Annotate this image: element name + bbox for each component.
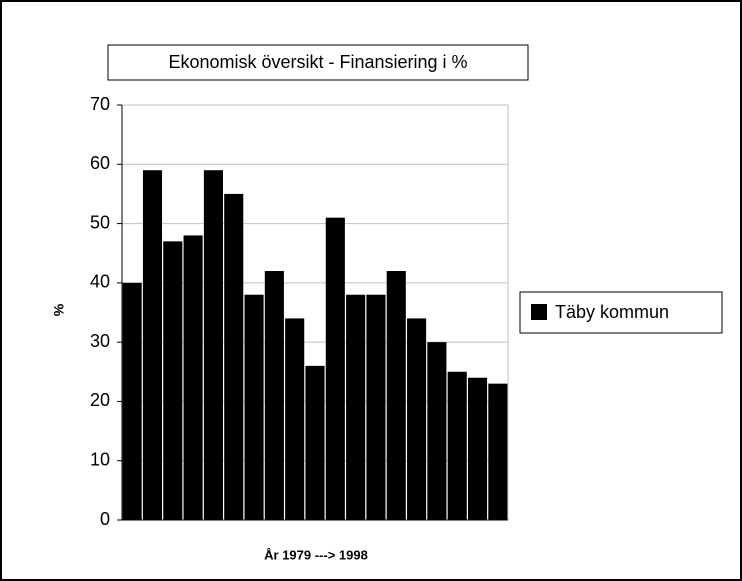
- bar: [305, 365, 325, 520]
- y-tick-label: 20: [90, 390, 110, 410]
- legend-box: [519, 291, 723, 334]
- y-tick-label: 60: [90, 153, 110, 173]
- y-axis-label: %: [51, 303, 67, 316]
- bar: [203, 170, 223, 520]
- y-tick-label: 0: [100, 509, 110, 529]
- bar: [467, 377, 488, 520]
- y-tick-label: 10: [90, 449, 110, 469]
- bar: [488, 383, 508, 520]
- bar: [285, 318, 305, 520]
- y-tick-label: 50: [90, 212, 110, 232]
- bar: [122, 282, 142, 520]
- legend-swatch: [531, 304, 547, 320]
- y-tick-label: 70: [90, 94, 110, 114]
- y-tick-label: 40: [90, 272, 110, 292]
- bar: [163, 241, 183, 520]
- bar: [427, 342, 447, 520]
- bar: [346, 294, 366, 520]
- bar: [366, 294, 386, 520]
- title-box: [107, 44, 529, 81]
- bar: [244, 294, 264, 520]
- bar: [264, 271, 284, 520]
- y-tick-label: 30: [90, 331, 110, 351]
- bar: [325, 217, 345, 520]
- bar: [183, 235, 203, 520]
- chart-title: Ekonomisk översikt - Finansiering i %: [168, 52, 467, 72]
- bar: [386, 271, 406, 520]
- bar: [142, 170, 163, 520]
- bar: [407, 318, 427, 520]
- x-axis-label: År 1979 ---> 1998: [264, 547, 368, 562]
- bar: [224, 193, 244, 520]
- bar: [447, 371, 467, 520]
- legend-label: Täby kommun: [555, 302, 669, 322]
